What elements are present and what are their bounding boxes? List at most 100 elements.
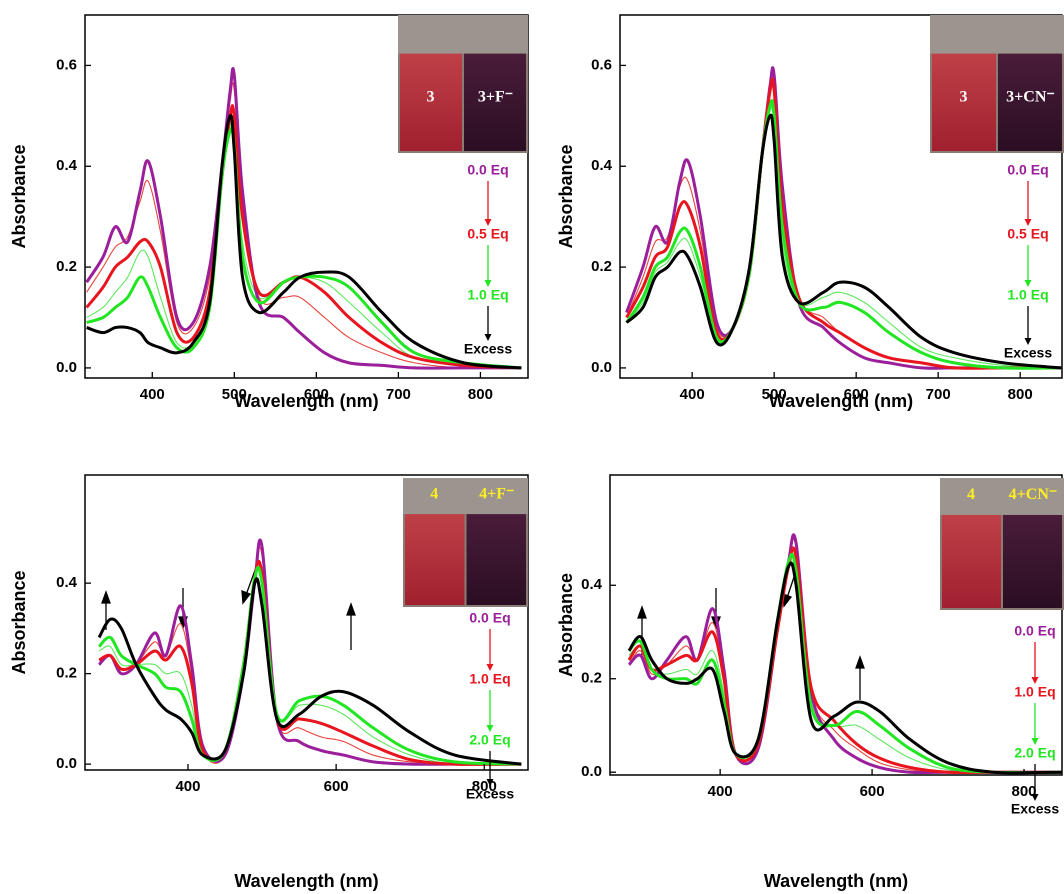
vial-right: [1003, 514, 1062, 608]
inset-label: 4+CN⁻: [1009, 486, 1058, 503]
vial-cap: [403, 478, 528, 515]
x-tick-label: 400: [680, 386, 705, 403]
plot-frame: [84, 14, 529, 379]
inset-label: 4: [967, 486, 975, 503]
spectrum-line: [625, 99, 1062, 370]
y-tick-label: 0.0: [591, 359, 612, 376]
y-tick-label: 0.2: [56, 665, 77, 682]
spectrum-line: [627, 561, 1062, 775]
x-axis-label: Wavelength (nm): [234, 871, 378, 891]
step-arrowhead: [486, 725, 494, 732]
step-label: 0.0 Eq: [1014, 623, 1055, 639]
step-arrowhead: [484, 219, 492, 226]
vial-right: [464, 53, 526, 151]
x-tick-label: 800: [468, 386, 493, 403]
vial-cap: [930, 15, 1064, 54]
vial-left: [405, 514, 465, 605]
plot-area: [627, 533, 1062, 775]
x-tick-label: 700: [926, 386, 951, 403]
inset-label: 3: [427, 88, 435, 105]
y-axis-label: Absorbance: [556, 573, 576, 677]
spectrum-line: [625, 77, 1062, 370]
plot-area: [97, 538, 522, 766]
x-tick-label: 500: [762, 386, 787, 403]
inset-label: 4+F⁻: [479, 485, 514, 502]
inset-label: 3: [960, 88, 968, 105]
step-arrowhead: [1024, 338, 1032, 345]
y-tick-label: 0.6: [591, 56, 612, 73]
spectrum-line: [85, 67, 522, 370]
x-tick-label: 800: [1008, 386, 1033, 403]
y-tick-label: 0.4: [56, 157, 78, 174]
plot-frame: [619, 14, 1063, 379]
x-tick-label: 600: [844, 386, 869, 403]
plot-frame: [609, 474, 1063, 776]
step-label: 1.0 Eq: [467, 287, 508, 303]
vial-right: [998, 53, 1062, 151]
step-arrowhead: [1024, 280, 1032, 287]
y-axis-label: Absorbance: [556, 144, 576, 248]
y-tick-label: 0.0: [581, 763, 602, 780]
x-axis-label: Wavelength (nm): [769, 391, 913, 411]
vial-left: [400, 53, 462, 151]
vial-left: [932, 53, 996, 151]
step-label: 1.0 Eq: [469, 671, 510, 687]
step-label: 1.0 Eq: [1007, 287, 1048, 303]
vial-cap: [398, 15, 528, 54]
step-label: 2.0 Eq: [1014, 745, 1055, 761]
vial-right: [466, 514, 526, 605]
plot-area: [625, 66, 1062, 370]
y-tick-label: 0.2: [56, 258, 77, 275]
y-tick-label: 0.4: [591, 157, 613, 174]
inset-label: 4: [430, 485, 438, 502]
y-tick-label: 0.4: [56, 574, 78, 591]
x-tick-label: 500: [222, 386, 247, 403]
x-tick-label: 600: [304, 386, 329, 403]
x-tick-label: 400: [175, 778, 200, 795]
step-label: Excess: [464, 341, 512, 357]
y-axis-label: Absorbance: [9, 570, 29, 674]
y-axis-label: Absorbance: [9, 144, 29, 248]
step-arrowhead: [1031, 738, 1039, 745]
step-label: 0.5 Eq: [1007, 226, 1048, 242]
x-axis-label: Wavelength (nm): [764, 871, 908, 891]
inset-label: 3+CN⁻: [1006, 88, 1055, 105]
y-tick-label: 0.0: [56, 755, 77, 772]
step-label: 0.0 Eq: [469, 610, 510, 626]
step-arrowhead: [486, 664, 494, 671]
step-label: 0.0 Eq: [1007, 162, 1048, 178]
inset-label: 3+F⁻: [478, 88, 513, 105]
plot-frame: [84, 474, 529, 771]
spectrum-line: [86, 117, 522, 369]
spectrum-line: [97, 577, 522, 766]
x-tick-label: 400: [140, 386, 165, 403]
x-tick-label: 600: [860, 783, 885, 800]
spectrum-line: [625, 113, 1062, 370]
x-axis-label: Wavelength (nm): [234, 391, 378, 411]
plot-area: [85, 67, 522, 370]
y-tick-label: 0.4: [581, 576, 603, 593]
y-tick-label: 0.0: [56, 359, 77, 376]
step-label: Excess: [1004, 345, 1052, 361]
x-tick-label: 700: [386, 386, 411, 403]
step-label: Excess: [1011, 801, 1059, 817]
step-arrowhead: [1024, 219, 1032, 226]
step-label: 0.0 Eq: [467, 162, 508, 178]
x-tick-label: 800: [1012, 783, 1037, 800]
spectrum-line: [86, 126, 522, 370]
vial-left: [942, 514, 1001, 608]
x-tick-label: 400: [708, 783, 733, 800]
step-arrowhead: [486, 779, 494, 786]
step-arrowhead: [484, 334, 492, 341]
vial-cap: [940, 478, 1064, 515]
step-label: 2.0 Eq: [469, 732, 510, 748]
step-label: 0.5 Eq: [467, 226, 508, 242]
step-label: 1.0 Eq: [1014, 684, 1055, 700]
x-tick-label: 600: [324, 778, 349, 795]
y-tick-label: 0.6: [56, 56, 77, 73]
y-tick-label: 0.2: [591, 258, 612, 275]
step-label: Excess: [466, 786, 514, 802]
step-arrowhead: [1031, 677, 1039, 684]
y-tick-label: 0.2: [581, 670, 602, 687]
